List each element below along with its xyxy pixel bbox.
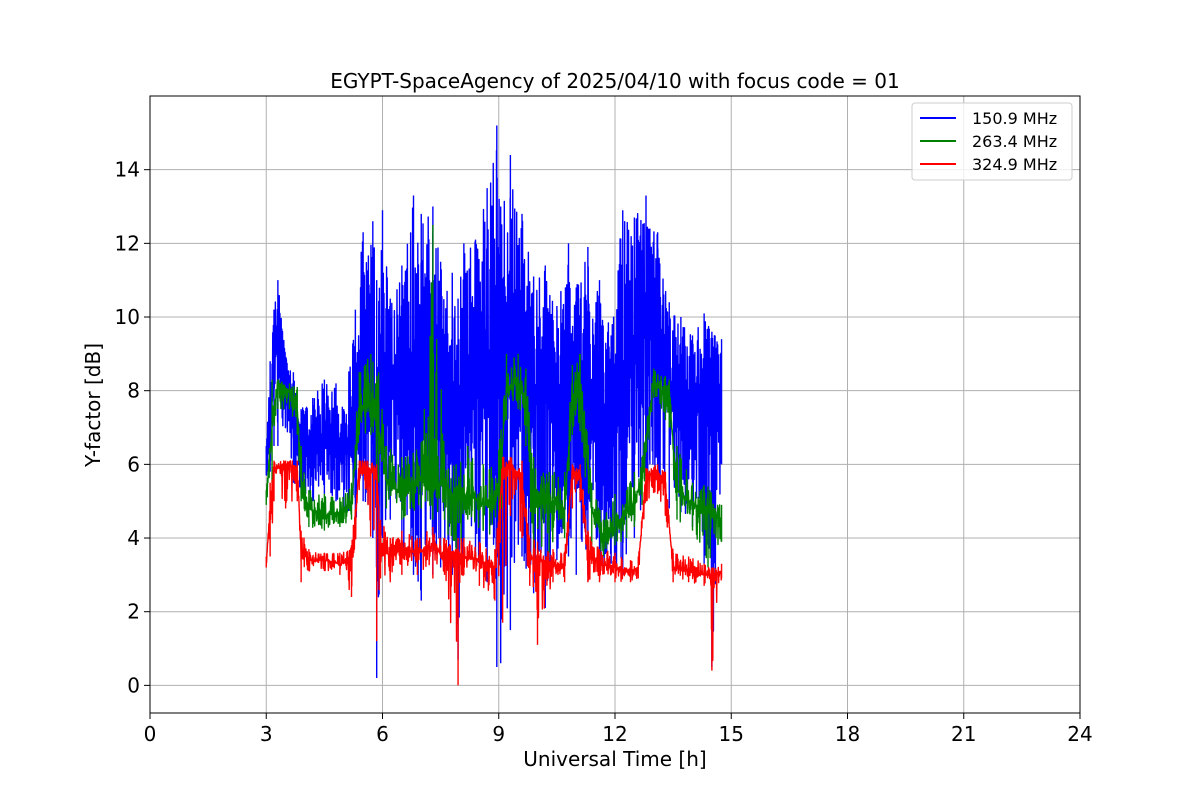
x-axis-label: Universal Time [h] <box>523 747 706 771</box>
legend-label: 263.4 MHz <box>972 132 1057 151</box>
y-tick-label: 14 <box>115 158 140 182</box>
y-tick-label: 12 <box>115 231 140 255</box>
legend: 150.9 MHz 263.4 MHz 324.9 MHz <box>911 102 1073 181</box>
y-axis: 0 2 4 6 8 10 12 14 <box>115 158 150 697</box>
series-line <box>265 224 723 594</box>
y-tick-label: 0 <box>127 673 140 697</box>
y-axis-label: Y-factor [dB] <box>81 343 105 468</box>
x-tick-label: 24 <box>1067 722 1092 746</box>
chart-title: EGYPT-SpaceAgency of 2025/04/10 with foc… <box>330 69 899 93</box>
y-tick-label: 8 <box>127 379 140 403</box>
series-1 <box>265 224 723 594</box>
series-2 <box>265 456 723 686</box>
legend-label: 150.9 MHz <box>972 109 1057 128</box>
x-tick-label: 12 <box>602 722 627 746</box>
x-tick-label: 15 <box>719 722 744 746</box>
x-tick-label: 6 <box>376 722 389 746</box>
y-tick-label: 2 <box>127 600 140 624</box>
legend-box <box>911 102 1073 181</box>
x-tick-label: 18 <box>835 722 860 746</box>
y-tick-label: 10 <box>115 305 140 329</box>
y-tick-label: 4 <box>127 526 140 550</box>
x-axis: 0 3 6 9 12 15 18 21 24 <box>144 713 1093 746</box>
series-line <box>265 456 723 686</box>
legend-label: 324.9 MHz <box>972 155 1057 174</box>
x-tick-label: 21 <box>951 722 976 746</box>
x-tick-label: 0 <box>144 722 157 746</box>
x-tick-label: 3 <box>260 722 273 746</box>
y-tick-label: 6 <box>127 452 140 476</box>
x-tick-label: 9 <box>492 722 505 746</box>
plot-area <box>265 125 723 686</box>
